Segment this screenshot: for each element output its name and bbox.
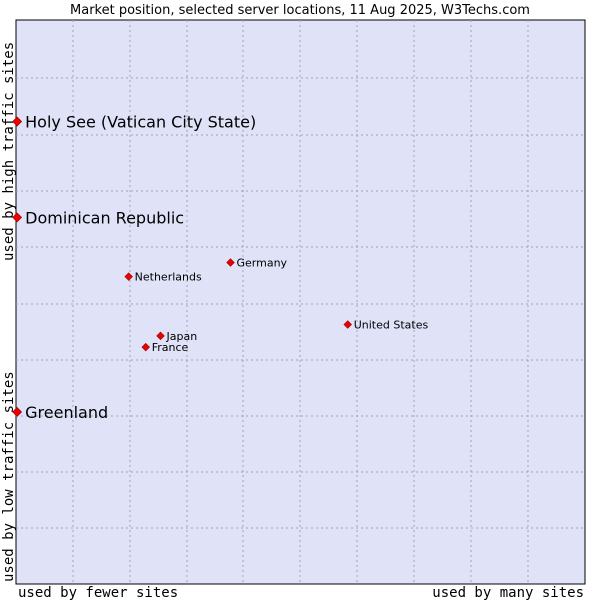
data-points: Holy See (Vatican City State) Dominican R… — [12, 113, 429, 422]
x-axis-label-high: used by many sites — [432, 585, 584, 600]
data-point-marker — [124, 272, 133, 281]
grid-lines — [16, 20, 585, 584]
data-point-label: Dominican Republic — [25, 208, 184, 227]
plot-area — [15, 19, 586, 585]
chart-title: Market position, selected server locatio… — [70, 3, 530, 18]
data-point-marker — [343, 320, 352, 329]
y-axis-label-high: used by high traffic sites — [1, 42, 17, 261]
data-point-marker — [12, 212, 23, 223]
data-point-label: Germany — [237, 257, 288, 270]
data-point-marker — [12, 116, 23, 127]
y-axis-label-low: used by low traffic sites — [1, 371, 17, 582]
data-point-label: France — [152, 341, 189, 354]
data-point-label: Holy See (Vatican City State) — [25, 113, 256, 132]
data-point-marker — [156, 331, 165, 341]
data-point-marker — [141, 342, 150, 352]
x-axis-label-low: used by fewer sites — [18, 585, 178, 600]
data-point-label: Greenland — [25, 403, 108, 422]
data-point-label: Japan — [166, 330, 198, 343]
data-point-marker — [226, 258, 235, 267]
data-point-label: United States — [354, 319, 429, 332]
data-point-label: Netherlands — [135, 271, 202, 284]
data-point-marker — [12, 407, 23, 417]
